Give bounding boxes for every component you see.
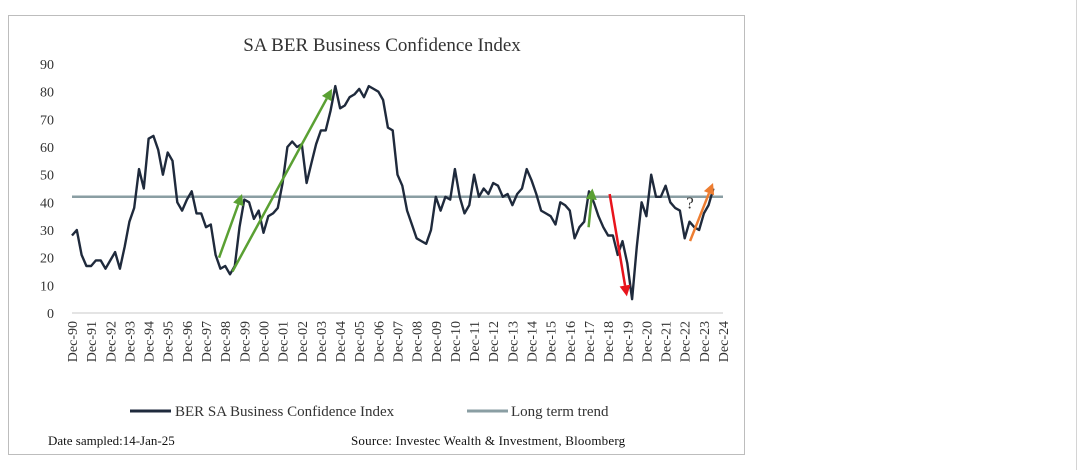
x-tick-label: Dec-91 [85,321,100,362]
trend-arrow [217,194,244,259]
x-tick-label: Dec-00 [257,321,272,362]
trend-arrow [608,193,631,297]
question-mark-label: ? [686,193,694,212]
y-axis: 0 10 20 30 40 50 60 70 80 90 [40,58,54,322]
x-axis: Dec-90 Dec-91 Dec-92 Dec-93 Dec-94 Dec-95 Dec-… [66,312,732,362]
x-tick-label: Dec-03 [315,321,330,362]
series-layer [71,84,715,301]
trend-arrow [688,182,715,242]
arrow-head [233,194,244,207]
x-tick-label: Dec-92 [104,321,119,362]
arrow-shaft [231,97,328,273]
x-tick-label: Dec-97 [200,321,215,362]
page-divider [1076,0,1077,470]
x-tick-label: Dec-99 [238,321,253,362]
x-tick-label: Dec-13 [506,321,521,362]
x-tick-label: Dec-93 [123,321,138,362]
x-tick-label: Dec-20 [640,321,655,362]
x-tick-label: Dec-09 [430,321,445,362]
y-tick-label: 30 [40,224,54,239]
trend-arrow [231,88,333,273]
y-tick-label: 60 [40,141,54,156]
x-tick-label: Dec-08 [411,321,426,362]
x-tick-label: Dec-24 [717,321,732,362]
arrow-head [619,284,631,297]
x-tick-label: Dec-01 [277,321,292,362]
y-tick-label: 90 [40,58,54,73]
x-tick-label: Dec-16 [564,321,579,362]
date-sampled-label: Date sampled:14-Jan-25 [48,433,175,448]
x-tick-label: Dec-05 [353,321,368,362]
y-tick-label: 0 [47,307,54,322]
annotation-layer: ? [217,88,715,297]
x-tick-label: Dec-17 [583,321,598,362]
x-tick-label: Dec-19 [621,321,636,362]
x-tick-label: Dec-11 [468,321,483,362]
x-tick-label: Dec-02 [296,321,311,362]
x-tick-label: Dec-18 [602,321,617,362]
legend-label-series: BER SA Business Confidence Index [175,404,395,420]
y-tick-label: 40 [40,196,54,211]
x-tick-label: Dec-04 [334,321,349,362]
arrow-shaft [587,199,593,228]
x-tick-label: Dec-06 [372,321,387,362]
y-tick-label: 20 [40,252,54,267]
x-tick-label: Dec-07 [392,321,407,362]
x-tick-label: Dec-90 [66,321,81,362]
x-tick-label: Dec-14 [526,321,541,362]
x-tick-label: Dec-23 [698,321,713,362]
legend-label-trend: Long term trend [511,404,609,420]
chart-title: SA BER Business Confidence Index [243,35,521,56]
trend-arrow [585,188,597,228]
x-tick-label: Dec-12 [487,321,502,362]
x-tick-label: Dec-96 [181,321,196,362]
y-tick-label: 80 [40,86,54,101]
y-tick-label: 70 [40,113,54,128]
series-line [71,84,715,301]
arrow-shaft [608,193,627,286]
chart-frame [8,15,745,455]
source-label: Source: Investec Wealth & Investment, Bl… [351,433,626,448]
x-tick-label: Dec-10 [449,321,464,362]
arrow-shaft [217,203,240,259]
arrow-head [703,182,715,196]
x-tick-label: Dec-15 [545,321,560,362]
x-tick-label: Dec-22 [679,321,694,362]
x-tick-label: Dec-98 [219,321,234,362]
arrow-head [321,88,333,102]
y-tick-label: 50 [40,169,54,184]
arrow-head [585,188,597,200]
x-tick-label: Dec-21 [660,321,675,362]
legend: BER SA Business Confidence Index Long te… [130,404,609,420]
arrow-shaft [688,192,711,242]
x-tick-label: Dec-95 [162,321,177,362]
y-tick-label: 10 [40,279,54,294]
x-tick-label: Dec-94 [143,321,158,362]
